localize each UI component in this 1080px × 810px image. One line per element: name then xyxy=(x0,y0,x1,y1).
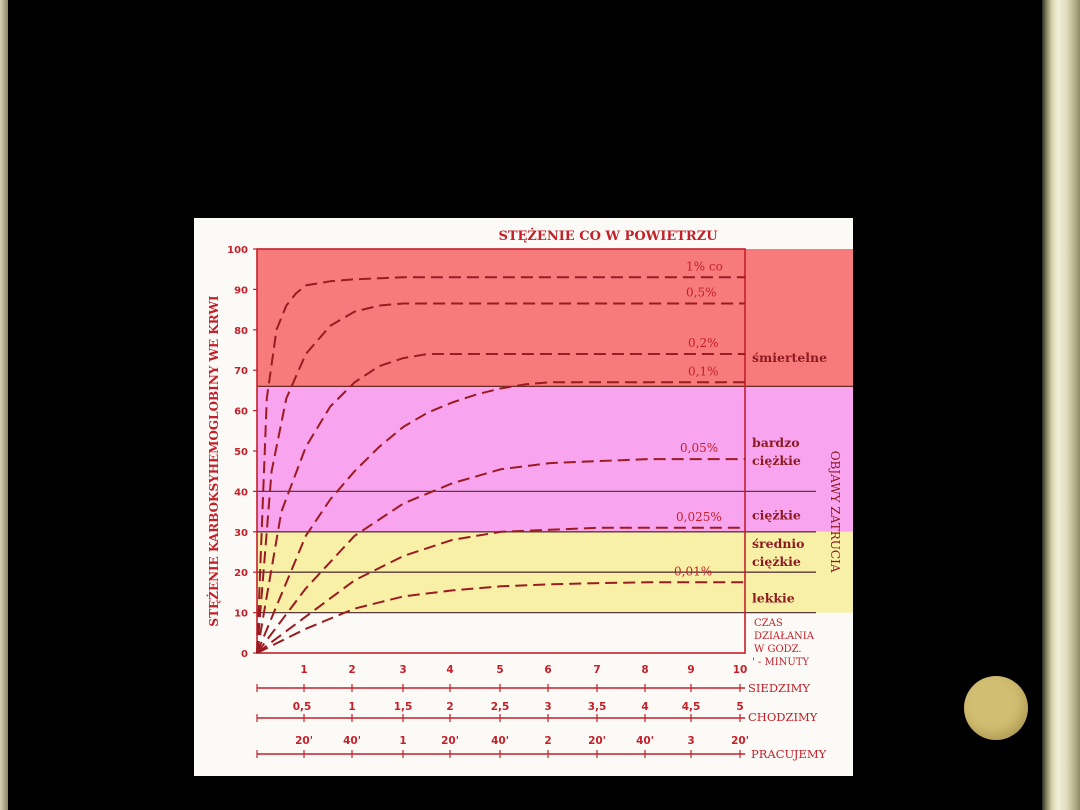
x-tick-label: 4 xyxy=(446,664,453,676)
x-tick-label: 20' xyxy=(295,735,313,747)
x-tick-label: 4,5 xyxy=(682,701,701,713)
slide-nav-circle[interactable] xyxy=(964,676,1028,740)
x-tick-label: 20' xyxy=(588,735,606,747)
zone-band-bardzo-ciezkie xyxy=(257,386,853,492)
x-axis-label-pracujemy: PRACUJEMY xyxy=(751,747,827,761)
x-tick-label: 6 xyxy=(544,664,551,676)
x-tick-label: 1,5 xyxy=(394,701,413,713)
y-tick-label: 20 xyxy=(234,568,248,579)
x-tick-label: 2,5 xyxy=(491,701,510,713)
x-tick-label: 9 xyxy=(687,664,694,676)
series-label-0-5: 0,5% xyxy=(686,286,717,300)
x-tick-label: 40' xyxy=(491,735,509,747)
x-tick-label: 7 xyxy=(593,664,600,676)
series-label-0-05: 0,05% xyxy=(680,441,718,455)
y-tick-label: 80 xyxy=(234,326,248,337)
zone-label-smiertelne: śmiertelne xyxy=(752,350,827,365)
y-tick-label: 40 xyxy=(234,487,248,498)
chart-panel: 0 10 20 30 40 50 60 70 80 90 100 STĘŻENIE KARBOKSYH… xyxy=(194,218,853,776)
x-axis-label-time: DZIAŁANIA xyxy=(754,631,815,642)
x-tick-label: 10 xyxy=(733,664,748,676)
series-label-1-co: 1% co xyxy=(686,259,723,273)
series-line-0-1 xyxy=(256,381,745,654)
x-tick-label: 3 xyxy=(544,701,551,713)
series-line-1-co xyxy=(256,276,745,654)
series-label-0-2: 0,2% xyxy=(688,336,719,350)
x-tick-label: 0,5 xyxy=(293,701,312,713)
x-tick-label: 5 xyxy=(736,701,743,713)
series-label-0-025: 0,025% xyxy=(676,510,722,524)
zone-label-srednio-ciezkie: ciężkie xyxy=(752,554,801,569)
zone-label-srednio-ciezkie: średnio xyxy=(752,536,805,551)
x-tick-label: 40' xyxy=(636,735,654,747)
x-tick-label: 20' xyxy=(441,735,459,747)
y-tick-label: 10 xyxy=(234,609,248,620)
zone-band-lekkie xyxy=(257,572,853,613)
zone-label-bardzo-ciezkie: ciężkie xyxy=(752,453,801,468)
x-tick-label: 1 xyxy=(348,701,355,713)
series-label-0-1: 0,1% xyxy=(688,364,719,378)
slide-border-strip xyxy=(1042,0,1080,810)
y-tick-label: 90 xyxy=(234,285,248,296)
x-tick-label: 1 xyxy=(300,664,307,676)
x-tick-label: 40' xyxy=(343,735,361,747)
x-tick-label: 4 xyxy=(641,701,648,713)
co-chart: 0 10 20 30 40 50 60 70 80 90 100 STĘŻENIE KARBOKSYH… xyxy=(206,228,853,761)
zone-band-smiertelne xyxy=(257,249,853,387)
x-axis-label-siedzimy: SIEDZIMY xyxy=(748,681,810,695)
x-axis-label-time: ' - MINUTY xyxy=(752,657,810,668)
y-axis-label: STĘŻENIE KARBOKSYHEMOGLOBINY WE KRWI xyxy=(206,295,221,627)
x-axis-label-time: W GODZ. xyxy=(754,644,802,655)
x-tick-label: 3 xyxy=(687,735,694,747)
zone-label-bardzo-ciezkie: bardzo xyxy=(752,435,800,450)
chart-title: STĘŻENIE CO W POWIETRZU xyxy=(498,228,718,244)
x-tick-label: 2 xyxy=(544,735,551,747)
x-axis-label-time: CZAS xyxy=(754,618,783,629)
y-tick-label: 60 xyxy=(234,407,248,418)
x-axis-label-chodzimy: CHODZIMY xyxy=(748,710,818,724)
series-line-0-2 xyxy=(256,353,745,654)
y-tick-label: 30 xyxy=(234,528,248,539)
series-line-0-05 xyxy=(256,458,745,654)
y-tick-label: 100 xyxy=(227,245,248,256)
x-tick-label: 2 xyxy=(446,701,453,713)
y-tick-label: 50 xyxy=(234,447,248,458)
y-tick-label: 70 xyxy=(234,366,248,377)
x-tick-label: 3 xyxy=(399,664,406,676)
x-tick-label: 3,5 xyxy=(588,701,607,713)
zone-band-srednio-ciezkie xyxy=(257,531,853,573)
x-tick-label: 5 xyxy=(496,664,503,676)
y-tick-label: 0 xyxy=(241,649,248,660)
symptoms-label: OBJAWY ZATRUCIA xyxy=(828,451,842,573)
zone-label-lekkie: lekkie xyxy=(752,591,795,606)
x-tick-label: 2 xyxy=(348,664,355,676)
series-line-0-025 xyxy=(256,526,745,654)
series-label-0-01: 0,01% xyxy=(674,564,712,578)
zone-label-ciezkie: ciężkie xyxy=(752,508,801,523)
slide-left-edge xyxy=(0,0,8,810)
x-tick-label: 8 xyxy=(641,664,648,676)
x-tick-label: 20' xyxy=(731,735,749,747)
series-line-0-5 xyxy=(256,302,745,654)
zone-band-ciezkie xyxy=(257,491,853,532)
x-tick-label: 1 xyxy=(399,735,406,747)
series-line-0-01 xyxy=(256,581,745,654)
